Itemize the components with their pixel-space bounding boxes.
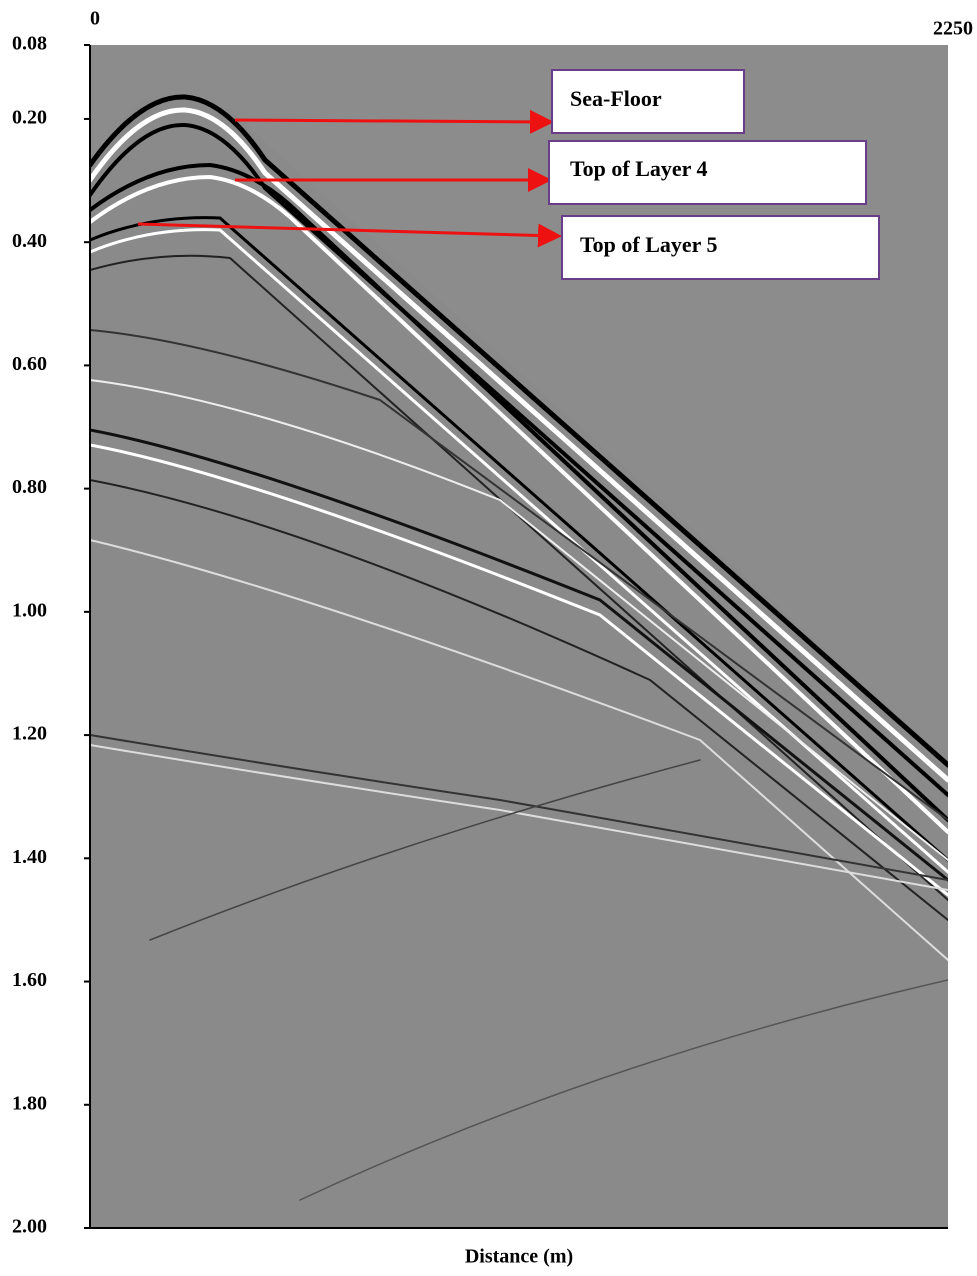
y-tick-label: 1.00 [12, 599, 47, 621]
y-tick-label: 0.08 [12, 33, 47, 55]
y-tick-label: 0.60 [12, 353, 47, 375]
y-tick-label: 0.40 [12, 230, 47, 252]
annotation: Top of Layer 4 [570, 156, 708, 181]
y-tick-label: 0.20 [12, 107, 47, 129]
x-tick-label: 2250 [933, 18, 973, 40]
y-tick-label: 2.00 [12, 1216, 47, 1238]
y-tick-label: 1.80 [12, 1092, 47, 1114]
annotation: Sea-Floor [570, 86, 662, 111]
y-tick-label: 0.80 [12, 476, 47, 498]
y-tick-label: 1.40 [12, 846, 47, 868]
arrow [235, 120, 548, 122]
annotation: Top of Layer 5 [580, 232, 718, 257]
x-tick-label: 0 [90, 8, 100, 30]
x-axis-label: Distance (m) [465, 1246, 573, 1268]
y-tick-label: 1.20 [12, 723, 47, 745]
y-tick-label: 1.60 [12, 969, 47, 991]
chart: Sea-Floor Top of Layer 4 Top of Layer 5 … [0, 0, 977, 1276]
